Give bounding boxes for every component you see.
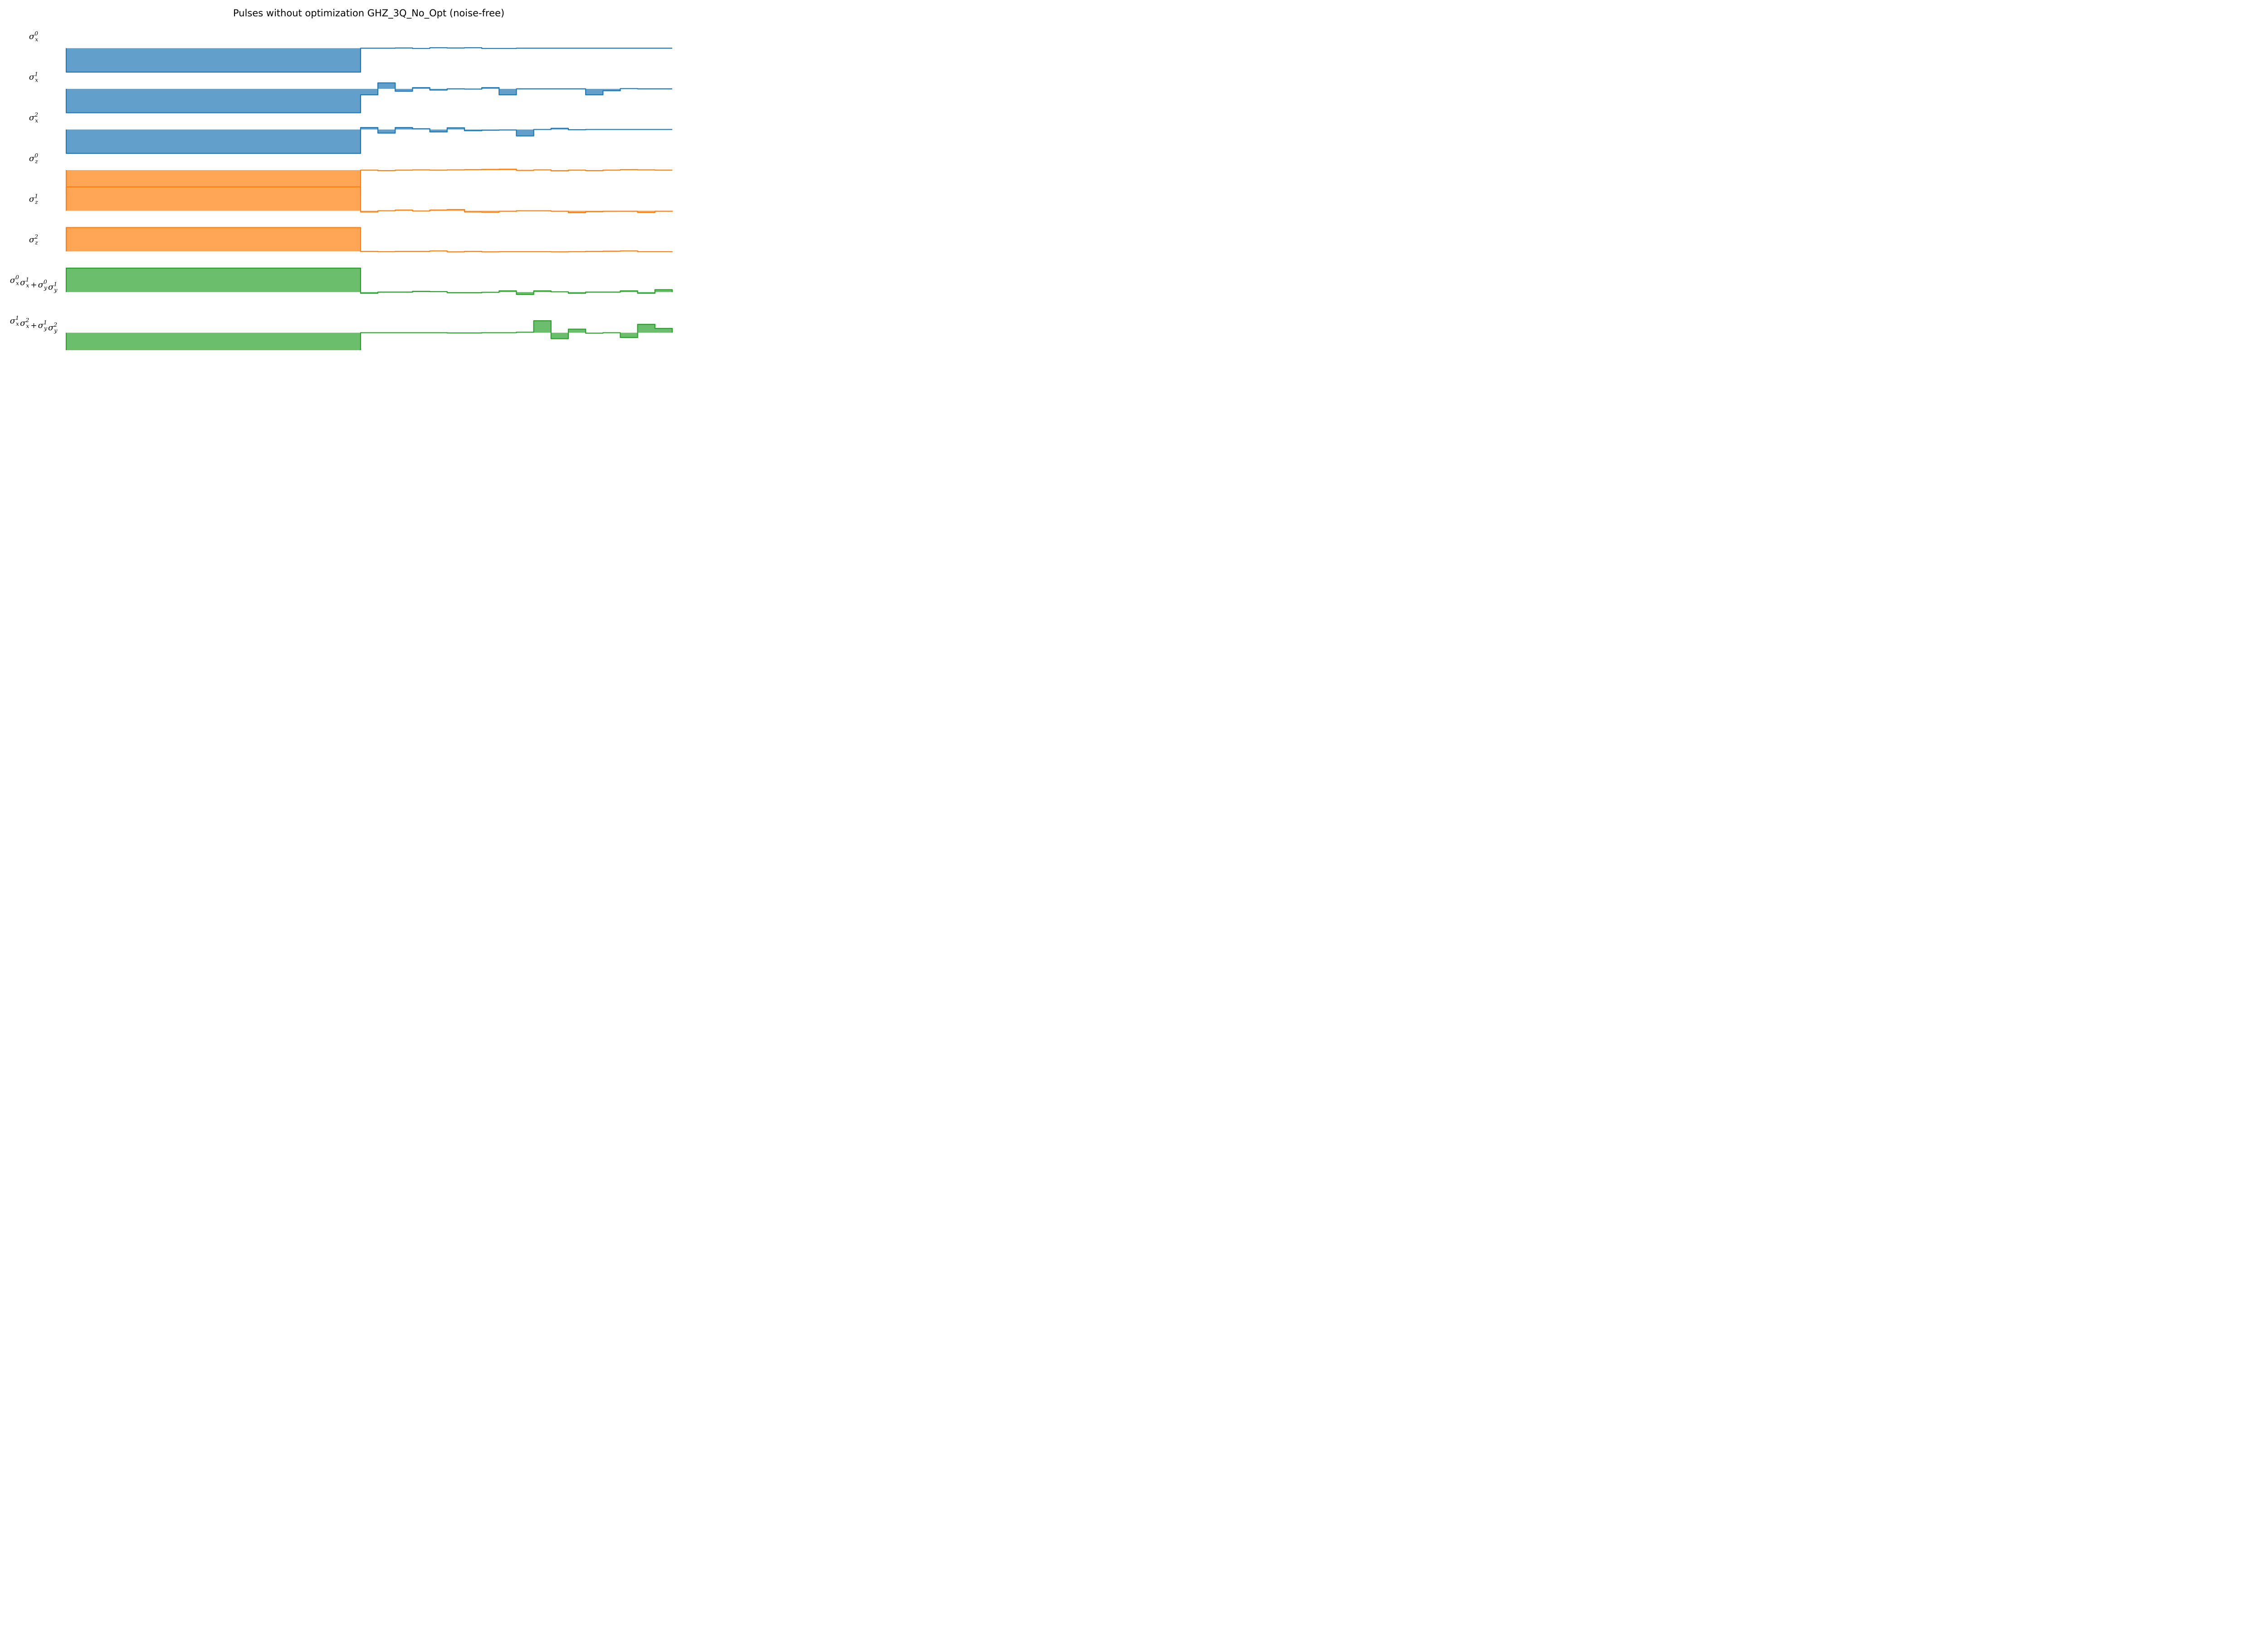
pulse-label: σ1 x σ2 x + σ1 y σ2 y: [10, 314, 58, 334]
pulse-line: [65, 47, 672, 73]
pulse-label: σ0 z: [29, 152, 38, 165]
pulse-panel: σ1 x σ2 x + σ1 y σ2 y: [10, 314, 673, 350]
chart-title: Pulses without optimization GHZ_3Q_No_Op…: [233, 8, 504, 19]
pulse-area: [66, 321, 672, 350]
figure: Pulses without optimization GHZ_3Q_No_Op…: [10, 8, 673, 350]
pulse-panel: σ0 x: [29, 30, 672, 73]
pulse-line: [65, 268, 673, 295]
pulse-panels: σ0 x σ1 x σ2 x σ0 z σ1 z σ2 z σ0 x σ1 x + σ0 y σ1 y σ1 x σ2 x + σ1…: [10, 30, 673, 350]
pulse-area: [66, 227, 672, 252]
pulse-line: [65, 227, 673, 253]
pulse-line: [65, 186, 673, 213]
pulse-label: σ0 x: [29, 30, 38, 43]
pulse-panel: σ2 x: [29, 111, 672, 154]
pulse-line: [65, 82, 672, 113]
pulse-label: σ1 z: [29, 192, 38, 205]
pulse-area: [66, 186, 672, 213]
pulse-panel: σ1 z: [29, 186, 673, 213]
pulse-area: [66, 48, 672, 72]
pulse-panel: σ1 x: [29, 71, 672, 113]
pulse-area: [66, 127, 672, 154]
pulse-label: σ1 x: [29, 71, 38, 83]
pulse-label: σ2 z: [29, 233, 38, 246]
pulse-label: σ2 x: [29, 111, 38, 124]
pulse-line: [65, 320, 673, 350]
pulse-panel: σ0 x σ1 x + σ0 y σ1 y: [10, 268, 673, 295]
pulse-area: [66, 83, 672, 113]
pulse-label: σ0 x σ1 x + σ0 y σ1 y: [10, 274, 58, 293]
pulse-area: [66, 268, 672, 295]
pulse-panel: σ2 z: [29, 227, 673, 253]
pulse-line: [65, 127, 672, 154]
